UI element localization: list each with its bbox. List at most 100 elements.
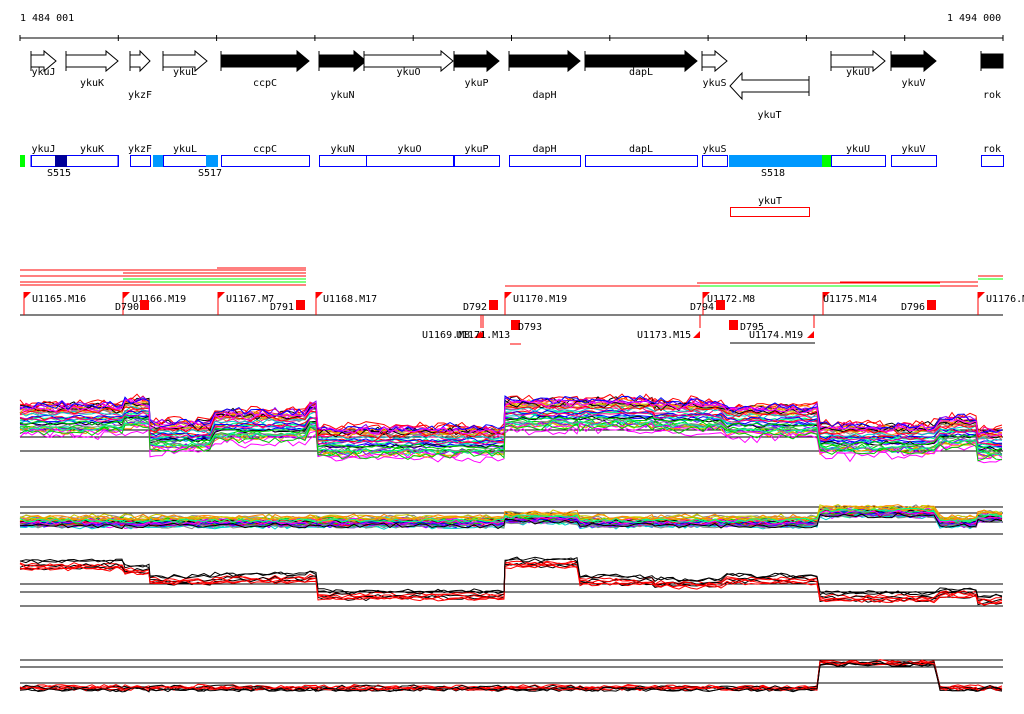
site-flag-icon xyxy=(505,292,512,299)
gene-arrow-ykuO xyxy=(363,49,454,73)
expression-profile xyxy=(19,398,1003,437)
segment-box xyxy=(702,155,728,167)
expression-profile xyxy=(19,411,1003,447)
gene-label: ykuL xyxy=(173,67,197,78)
site-flag-icon xyxy=(703,292,710,299)
segment-marker-S515 xyxy=(55,155,67,167)
expression-profile xyxy=(19,415,1003,452)
segment-name: S515 xyxy=(47,168,71,179)
segment-box xyxy=(163,155,208,167)
site-flag-icon xyxy=(807,331,814,338)
expression-profile xyxy=(19,418,1003,455)
segment-box xyxy=(454,155,500,167)
segment-box xyxy=(831,155,886,167)
site-label: U1173.M15 xyxy=(637,330,691,341)
site-label: U1174.M19 xyxy=(749,330,803,341)
segment-box xyxy=(130,155,151,167)
expression-profile xyxy=(19,394,1003,435)
segment-box xyxy=(366,155,454,167)
expression-profile xyxy=(19,419,1003,456)
segment-marker xyxy=(153,155,163,167)
site-flag-icon xyxy=(476,331,483,338)
site-box xyxy=(716,300,725,310)
expression-profile xyxy=(19,403,1003,439)
gene-arrow-ykuL xyxy=(162,49,208,73)
site-flag-icon xyxy=(123,292,130,299)
site-box xyxy=(296,300,305,310)
expression-profile xyxy=(19,662,1003,693)
site-flag-icon xyxy=(978,292,985,299)
segment-label: ykuL xyxy=(173,144,197,155)
site-label: U1171.M13 xyxy=(456,330,510,341)
segment-label: ccpC xyxy=(253,144,277,155)
segment-label: rok xyxy=(983,144,1001,155)
expression-profile xyxy=(19,422,1003,462)
segment-box xyxy=(31,155,57,167)
segment-label: dapH xyxy=(532,144,556,155)
expression-profile xyxy=(19,512,1003,530)
segment-label: ykuN xyxy=(330,144,354,155)
segment-box xyxy=(66,155,119,167)
gene-label: ykuJ xyxy=(31,67,55,78)
segment-label: ykuO xyxy=(397,144,421,155)
site-label: D795 xyxy=(740,322,764,333)
gene-label: ykuS xyxy=(702,78,726,89)
expression-profile xyxy=(19,560,1003,601)
expression-profile xyxy=(19,399,1003,439)
gene-arrow-ykuT xyxy=(729,71,810,101)
site-label: U1167.M7 xyxy=(226,294,274,305)
gene-label: dapH xyxy=(532,90,556,101)
segment-box xyxy=(319,155,367,167)
site-flag-icon xyxy=(316,292,323,299)
gene-arrow-ccpC xyxy=(220,49,310,73)
segment-box xyxy=(509,155,581,167)
expression-profile xyxy=(19,415,1002,452)
expression-profile xyxy=(19,508,1003,524)
gene-label: ykuN xyxy=(330,90,354,101)
site-flag-icon xyxy=(218,292,225,299)
gene-arrow-ykuU xyxy=(830,49,886,73)
expression-profile xyxy=(19,424,1003,464)
segment-marker xyxy=(20,155,25,167)
site-label: D792 xyxy=(463,302,487,313)
site-label: U1166.M19 xyxy=(132,294,186,305)
segment-label: ykzF xyxy=(128,144,152,155)
gene-label: ykuP xyxy=(464,78,488,89)
site-flag-icon xyxy=(693,331,700,338)
gene-label: ykuO xyxy=(396,67,420,78)
site-label: U1169.M8 xyxy=(422,330,470,341)
ruler-start: 1 484 001 xyxy=(20,13,75,24)
site-label: D791 xyxy=(270,302,294,313)
gene-arrow-dapL xyxy=(584,49,698,73)
expression-profile xyxy=(19,660,1003,691)
gene-arrow-ykuS xyxy=(701,49,728,73)
site-label: U1175.M14 xyxy=(823,294,877,305)
site-label: U1170.M19 xyxy=(513,294,567,305)
segment-label: ykuV xyxy=(901,144,925,155)
segment-box xyxy=(585,155,698,167)
gene-arrow-ykuJ xyxy=(30,49,57,73)
gene-arrow-ykuK xyxy=(65,49,119,73)
gene-label: ykzF xyxy=(128,90,152,101)
site-label: D790 xyxy=(115,302,139,313)
antisense-label: ykuT xyxy=(758,196,782,207)
segment-label: ykuJ xyxy=(31,144,55,155)
gene-arrow-ykuP xyxy=(453,49,500,73)
segment-label: dapL xyxy=(629,144,653,155)
segment-label: ykuU xyxy=(846,144,870,155)
gene-label: ykuU xyxy=(846,67,870,78)
segment-marker-S518 xyxy=(729,155,822,167)
expression-profile xyxy=(19,661,1003,692)
site-label: U1165.M16 xyxy=(32,294,86,305)
antisense-box xyxy=(730,207,810,217)
site-label: D796 xyxy=(901,302,925,313)
site-box xyxy=(511,320,520,330)
segment-marker-S517 xyxy=(206,155,218,167)
site-label: U1168.M17 xyxy=(323,294,377,305)
site-box xyxy=(927,300,936,310)
segment-label: ykuP xyxy=(464,144,488,155)
gene-arrow-rok xyxy=(980,53,1004,69)
segment-name: S518 xyxy=(761,168,785,179)
